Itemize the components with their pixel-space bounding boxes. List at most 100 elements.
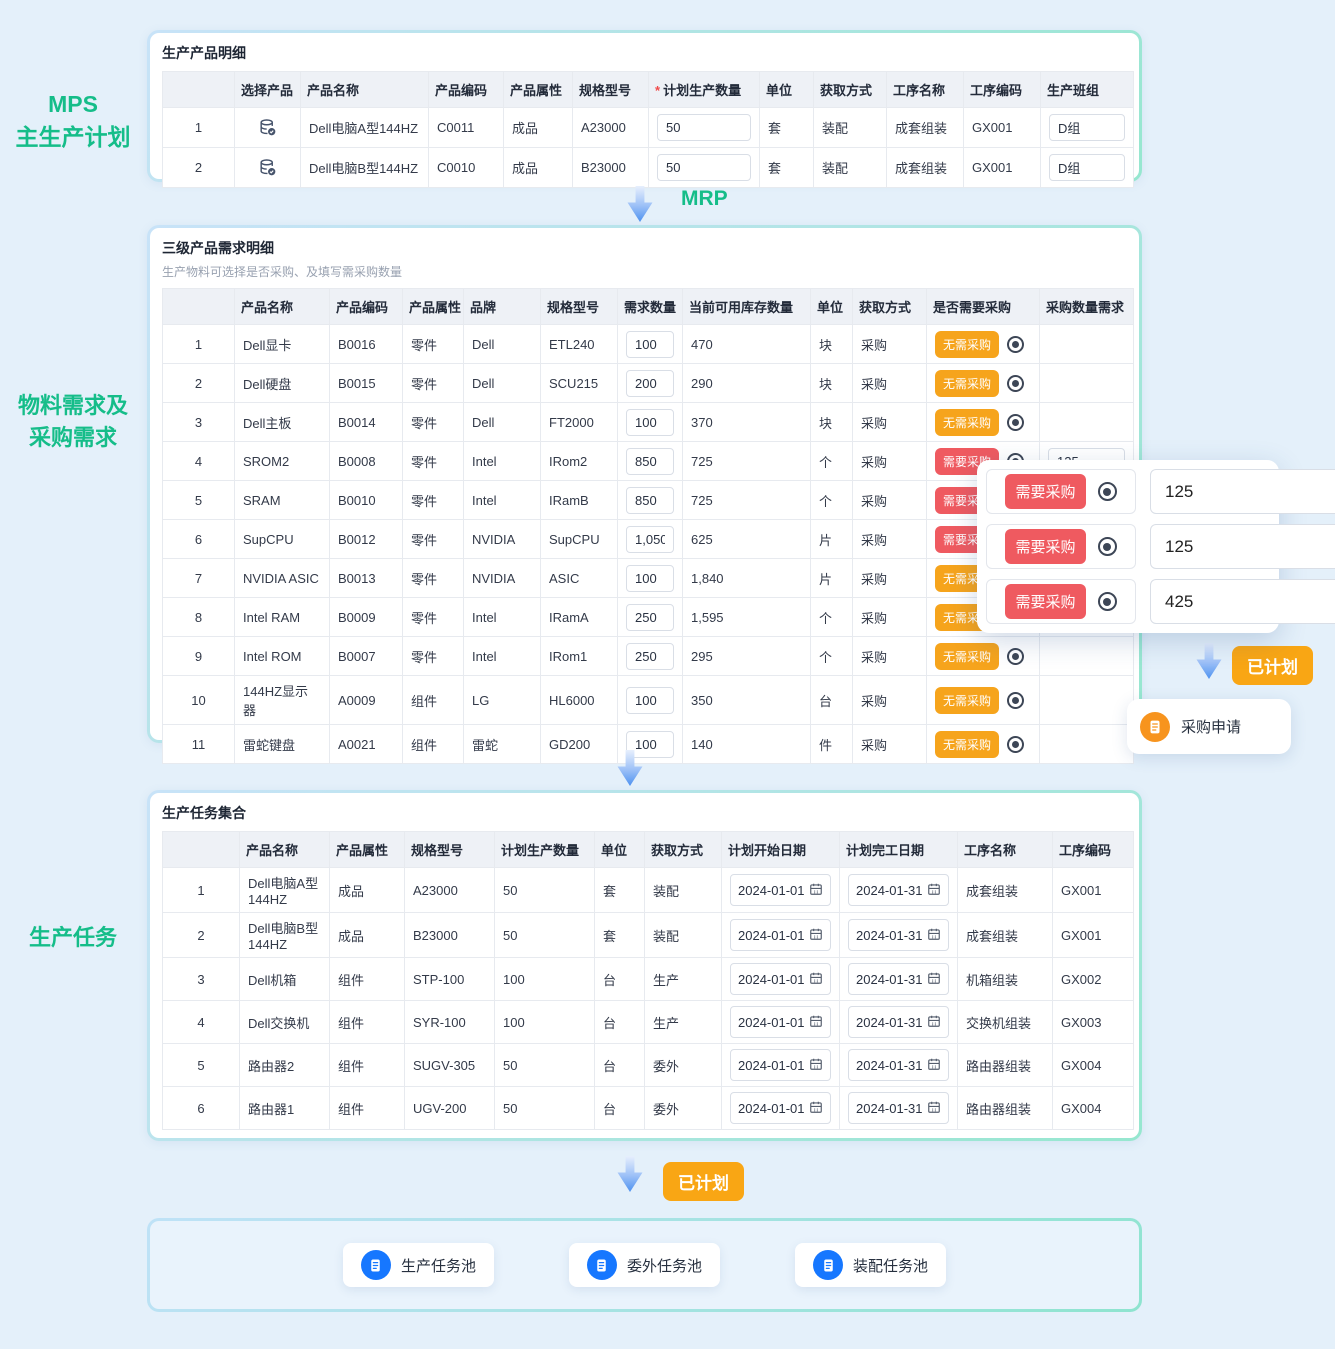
start-date-picker[interactable]: 2024-01-01: [730, 1006, 831, 1038]
process_code-cell: GX002: [1052, 957, 1134, 1001]
team-input[interactable]: [1049, 114, 1125, 141]
purchase-radio[interactable]: [1007, 691, 1025, 709]
unit-cell: 台: [810, 675, 853, 725]
method-text: 采购: [861, 737, 888, 753]
need-purchase-badge[interactable]: 需要采购: [1005, 474, 1086, 509]
purchase-radio[interactable]: [1097, 482, 1117, 501]
purchase-choice: 无需采购: [935, 730, 1031, 758]
end-date-picker[interactable]: 2024-01-31: [848, 919, 949, 951]
need-purchase-cell: 无需采购: [926, 363, 1040, 403]
demand-qty-input[interactable]: [626, 686, 674, 714]
no-purchase-badge[interactable]: 无需采购: [935, 369, 1000, 397]
purchase-radio[interactable]: [1097, 537, 1117, 556]
popup-qty-input[interactable]: [1150, 524, 1335, 569]
demand-qty-input[interactable]: [626, 564, 674, 592]
purchase-radio[interactable]: [1007, 647, 1025, 665]
purchase-qty-cell: [1039, 724, 1134, 764]
column-header-text: 工序编码: [1059, 843, 1112, 858]
column-header: 单位: [810, 288, 853, 325]
unit-text: 个: [819, 493, 833, 509]
end-date-picker[interactable]: 2024-01-31: [848, 1006, 949, 1038]
name-cell: SupCPU: [234, 519, 330, 559]
purchase-radio[interactable]: [1007, 374, 1025, 392]
row-index: 6: [197, 1100, 205, 1116]
purchase-radio[interactable]: [1007, 413, 1025, 431]
start-date-picker[interactable]: 2024-01-01: [730, 919, 831, 951]
column-header: 规格型号: [572, 71, 649, 108]
end-date-picker[interactable]: 2024-01-31: [848, 1092, 949, 1124]
spec-text: SUGV-305: [413, 1057, 476, 1073]
column-header-text: 规格型号: [411, 843, 464, 858]
demand-qty-input[interactable]: [626, 408, 674, 436]
popup-purchase-choice: 需要采购: [986, 579, 1136, 624]
plan-qty-input[interactable]: [657, 154, 751, 181]
spec-cell: SCU215: [540, 363, 618, 403]
flow-arrow-pools: [617, 1156, 643, 1192]
column-header-text: 品牌: [470, 300, 497, 315]
column-header: 计划开始日期: [721, 831, 840, 868]
start-date-picker[interactable]: 2024-01-01: [730, 1092, 831, 1124]
code-text: B0015: [338, 375, 376, 391]
purchase-popup: 需要采购需要采购需要采购: [977, 460, 1335, 633]
demand-qty-input[interactable]: [626, 447, 674, 475]
process_code-cell: GX004: [1052, 1086, 1134, 1130]
demand-qty-input[interactable]: [626, 603, 674, 631]
column-header: 规格型号: [404, 831, 495, 868]
brand-text: LG: [472, 692, 490, 708]
no-purchase-badge[interactable]: 无需采购: [935, 686, 1000, 714]
pool-card-outsource[interactable]: 委外任务池: [568, 1243, 720, 1287]
start-date-picker[interactable]: 2024-01-01: [730, 1049, 831, 1081]
purchase-request-card[interactable]: 采购申请: [1127, 699, 1291, 754]
need-purchase-badge[interactable]: 需要采购: [1005, 529, 1086, 564]
no-purchase-badge[interactable]: 无需采购: [935, 408, 1000, 436]
column-header-text: 单位: [817, 300, 844, 315]
plan-qty-input[interactable]: [657, 114, 751, 141]
end-date-picker[interactable]: 2024-01-31: [848, 963, 949, 995]
select-product-database-icon[interactable]: [243, 118, 292, 137]
name-cell: 路由器1: [239, 1086, 330, 1130]
demand-qty-input[interactable]: [626, 486, 674, 514]
no-purchase-badge[interactable]: 无需采购: [935, 642, 1000, 670]
column-header-text: 单位: [766, 83, 793, 98]
start-date-picker[interactable]: 2024-01-01: [730, 963, 831, 995]
column-header: [162, 831, 240, 868]
popup-qty-input[interactable]: [1150, 579, 1335, 624]
purchase-radio[interactable]: [1007, 735, 1025, 753]
purchase-radio[interactable]: [1007, 335, 1025, 353]
demand-qty-input[interactable]: [626, 525, 674, 553]
no-purchase-badge[interactable]: 无需采购: [935, 330, 1000, 358]
select-product-database-icon[interactable]: [243, 158, 292, 177]
brand-text: Dell: [472, 375, 495, 391]
pool-card-production[interactable]: 生产任务池: [342, 1243, 494, 1287]
end-date-picker[interactable]: 2024-01-31: [848, 1049, 949, 1081]
qty-text: 100: [503, 971, 525, 987]
spec-text: IRom1: [549, 648, 588, 664]
column-header-text: 当前可用库存数量: [689, 300, 794, 315]
calendar-icon: [809, 882, 823, 899]
team-input[interactable]: [1049, 154, 1125, 181]
demand-qty-input-cell: [617, 675, 683, 725]
column-header: 采购数量需求: [1039, 288, 1134, 325]
popup-qty-input[interactable]: [1150, 469, 1335, 514]
code-text: B0013: [338, 570, 376, 586]
code-cell: B0008: [329, 441, 403, 481]
start-date-picker[interactable]: 2024-01-01: [730, 874, 831, 906]
demand-qty-input[interactable]: [626, 330, 674, 358]
no-purchase-badge[interactable]: 无需采购: [935, 730, 1000, 758]
row-index-cell: 2: [162, 912, 240, 958]
purchase-radio[interactable]: [1097, 592, 1117, 611]
pool-card-assembly[interactable]: 装配任务池: [795, 1243, 947, 1287]
column-header: 品牌: [463, 288, 541, 325]
demand-qty-input[interactable]: [626, 642, 674, 670]
attr-cell: 零件: [402, 558, 464, 598]
column-header-text: 获取方式: [859, 300, 912, 315]
need-purchase-badge[interactable]: 需要采购: [1005, 584, 1086, 619]
demand-qty-input[interactable]: [626, 369, 674, 397]
unit-cell: 台: [594, 1000, 645, 1044]
select-product-cell: [234, 147, 301, 188]
brand-text: Dell: [472, 336, 495, 352]
end-date-picker[interactable]: 2024-01-31: [848, 874, 949, 906]
column-header-text: 产品编码: [336, 300, 389, 315]
process_code-text: GX001: [1061, 927, 1102, 943]
